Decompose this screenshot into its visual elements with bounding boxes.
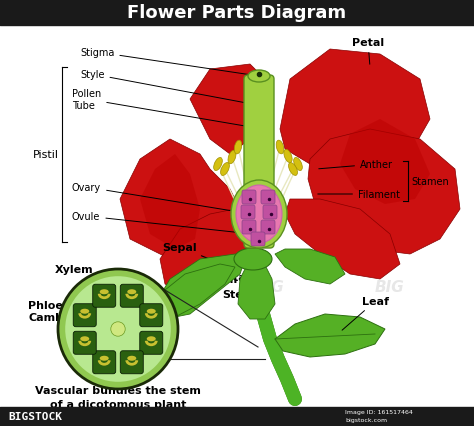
Ellipse shape — [248, 71, 270, 83]
Text: BIG: BIG — [83, 280, 113, 295]
Text: Leaf: Leaf — [342, 296, 389, 331]
Text: Stem: Stem — [222, 289, 267, 315]
Text: Ovule: Ovule — [72, 211, 240, 233]
Text: BIG: BIG — [255, 280, 285, 295]
Text: BIG: BIG — [375, 280, 405, 295]
Ellipse shape — [255, 131, 262, 145]
Ellipse shape — [147, 309, 156, 314]
Polygon shape — [160, 210, 255, 294]
FancyBboxPatch shape — [251, 233, 265, 246]
Circle shape — [111, 322, 125, 337]
Text: Xylem: Xylem — [55, 265, 114, 278]
Polygon shape — [275, 249, 345, 284]
Ellipse shape — [220, 163, 229, 176]
Text: Flower Parts Diagram: Flower Parts Diagram — [128, 4, 346, 22]
Text: Stigma: Stigma — [80, 48, 249, 75]
Circle shape — [58, 269, 178, 389]
Ellipse shape — [294, 158, 302, 171]
Ellipse shape — [100, 356, 109, 361]
Text: Receptacle: Receptacle — [195, 262, 264, 282]
Polygon shape — [275, 314, 385, 357]
Polygon shape — [308, 130, 460, 254]
Text: Petal: Petal — [352, 38, 384, 65]
Ellipse shape — [236, 186, 282, 243]
FancyBboxPatch shape — [93, 351, 116, 374]
FancyBboxPatch shape — [73, 331, 96, 354]
Ellipse shape — [276, 141, 284, 155]
Polygon shape — [158, 265, 235, 317]
FancyBboxPatch shape — [73, 304, 96, 327]
Text: Pistil: Pistil — [33, 150, 59, 160]
FancyBboxPatch shape — [241, 205, 255, 219]
FancyBboxPatch shape — [244, 76, 274, 248]
Text: Phloem
Cambium: Phloem Cambium — [28, 300, 92, 322]
FancyBboxPatch shape — [120, 351, 143, 374]
Ellipse shape — [234, 248, 272, 271]
Polygon shape — [340, 120, 430, 204]
Text: Ovary: Ovary — [72, 183, 230, 211]
Ellipse shape — [80, 337, 89, 342]
Ellipse shape — [228, 151, 236, 164]
FancyBboxPatch shape — [93, 285, 116, 308]
FancyBboxPatch shape — [263, 205, 277, 219]
Text: BIGSTOCK: BIGSTOCK — [8, 411, 62, 421]
Ellipse shape — [234, 141, 242, 155]
Ellipse shape — [147, 337, 156, 342]
Text: Filament: Filament — [318, 190, 400, 199]
Text: Vascular bundles the stem
of a dicotomous plant: Vascular bundles the stem of a dicotomou… — [35, 386, 201, 409]
Ellipse shape — [289, 163, 298, 176]
Polygon shape — [190, 65, 270, 155]
FancyBboxPatch shape — [120, 285, 143, 308]
Polygon shape — [280, 50, 430, 175]
Polygon shape — [238, 259, 275, 319]
FancyBboxPatch shape — [140, 304, 163, 327]
Text: Anther: Anther — [319, 160, 393, 170]
Text: Stem: Stem — [182, 274, 237, 290]
Polygon shape — [120, 140, 240, 259]
Ellipse shape — [128, 356, 137, 361]
FancyBboxPatch shape — [242, 190, 256, 204]
Text: Sepal: Sepal — [162, 242, 218, 263]
Ellipse shape — [231, 181, 287, 248]
Polygon shape — [140, 155, 200, 249]
Polygon shape — [155, 254, 245, 319]
Text: bigstock.com: bigstock.com — [345, 417, 387, 423]
FancyBboxPatch shape — [140, 331, 163, 354]
FancyBboxPatch shape — [261, 190, 275, 204]
Text: Pollen
Tube: Pollen Tube — [72, 89, 248, 127]
Circle shape — [65, 276, 171, 382]
FancyBboxPatch shape — [261, 221, 275, 234]
Ellipse shape — [80, 309, 89, 314]
Ellipse shape — [284, 150, 292, 163]
Ellipse shape — [100, 290, 109, 294]
Ellipse shape — [128, 290, 137, 294]
Text: Image ID: 161517464: Image ID: 161517464 — [345, 409, 413, 414]
Ellipse shape — [214, 158, 222, 171]
Polygon shape — [285, 199, 400, 279]
Text: Style: Style — [80, 70, 249, 104]
FancyBboxPatch shape — [242, 221, 256, 234]
Text: Stamen: Stamen — [411, 177, 449, 187]
